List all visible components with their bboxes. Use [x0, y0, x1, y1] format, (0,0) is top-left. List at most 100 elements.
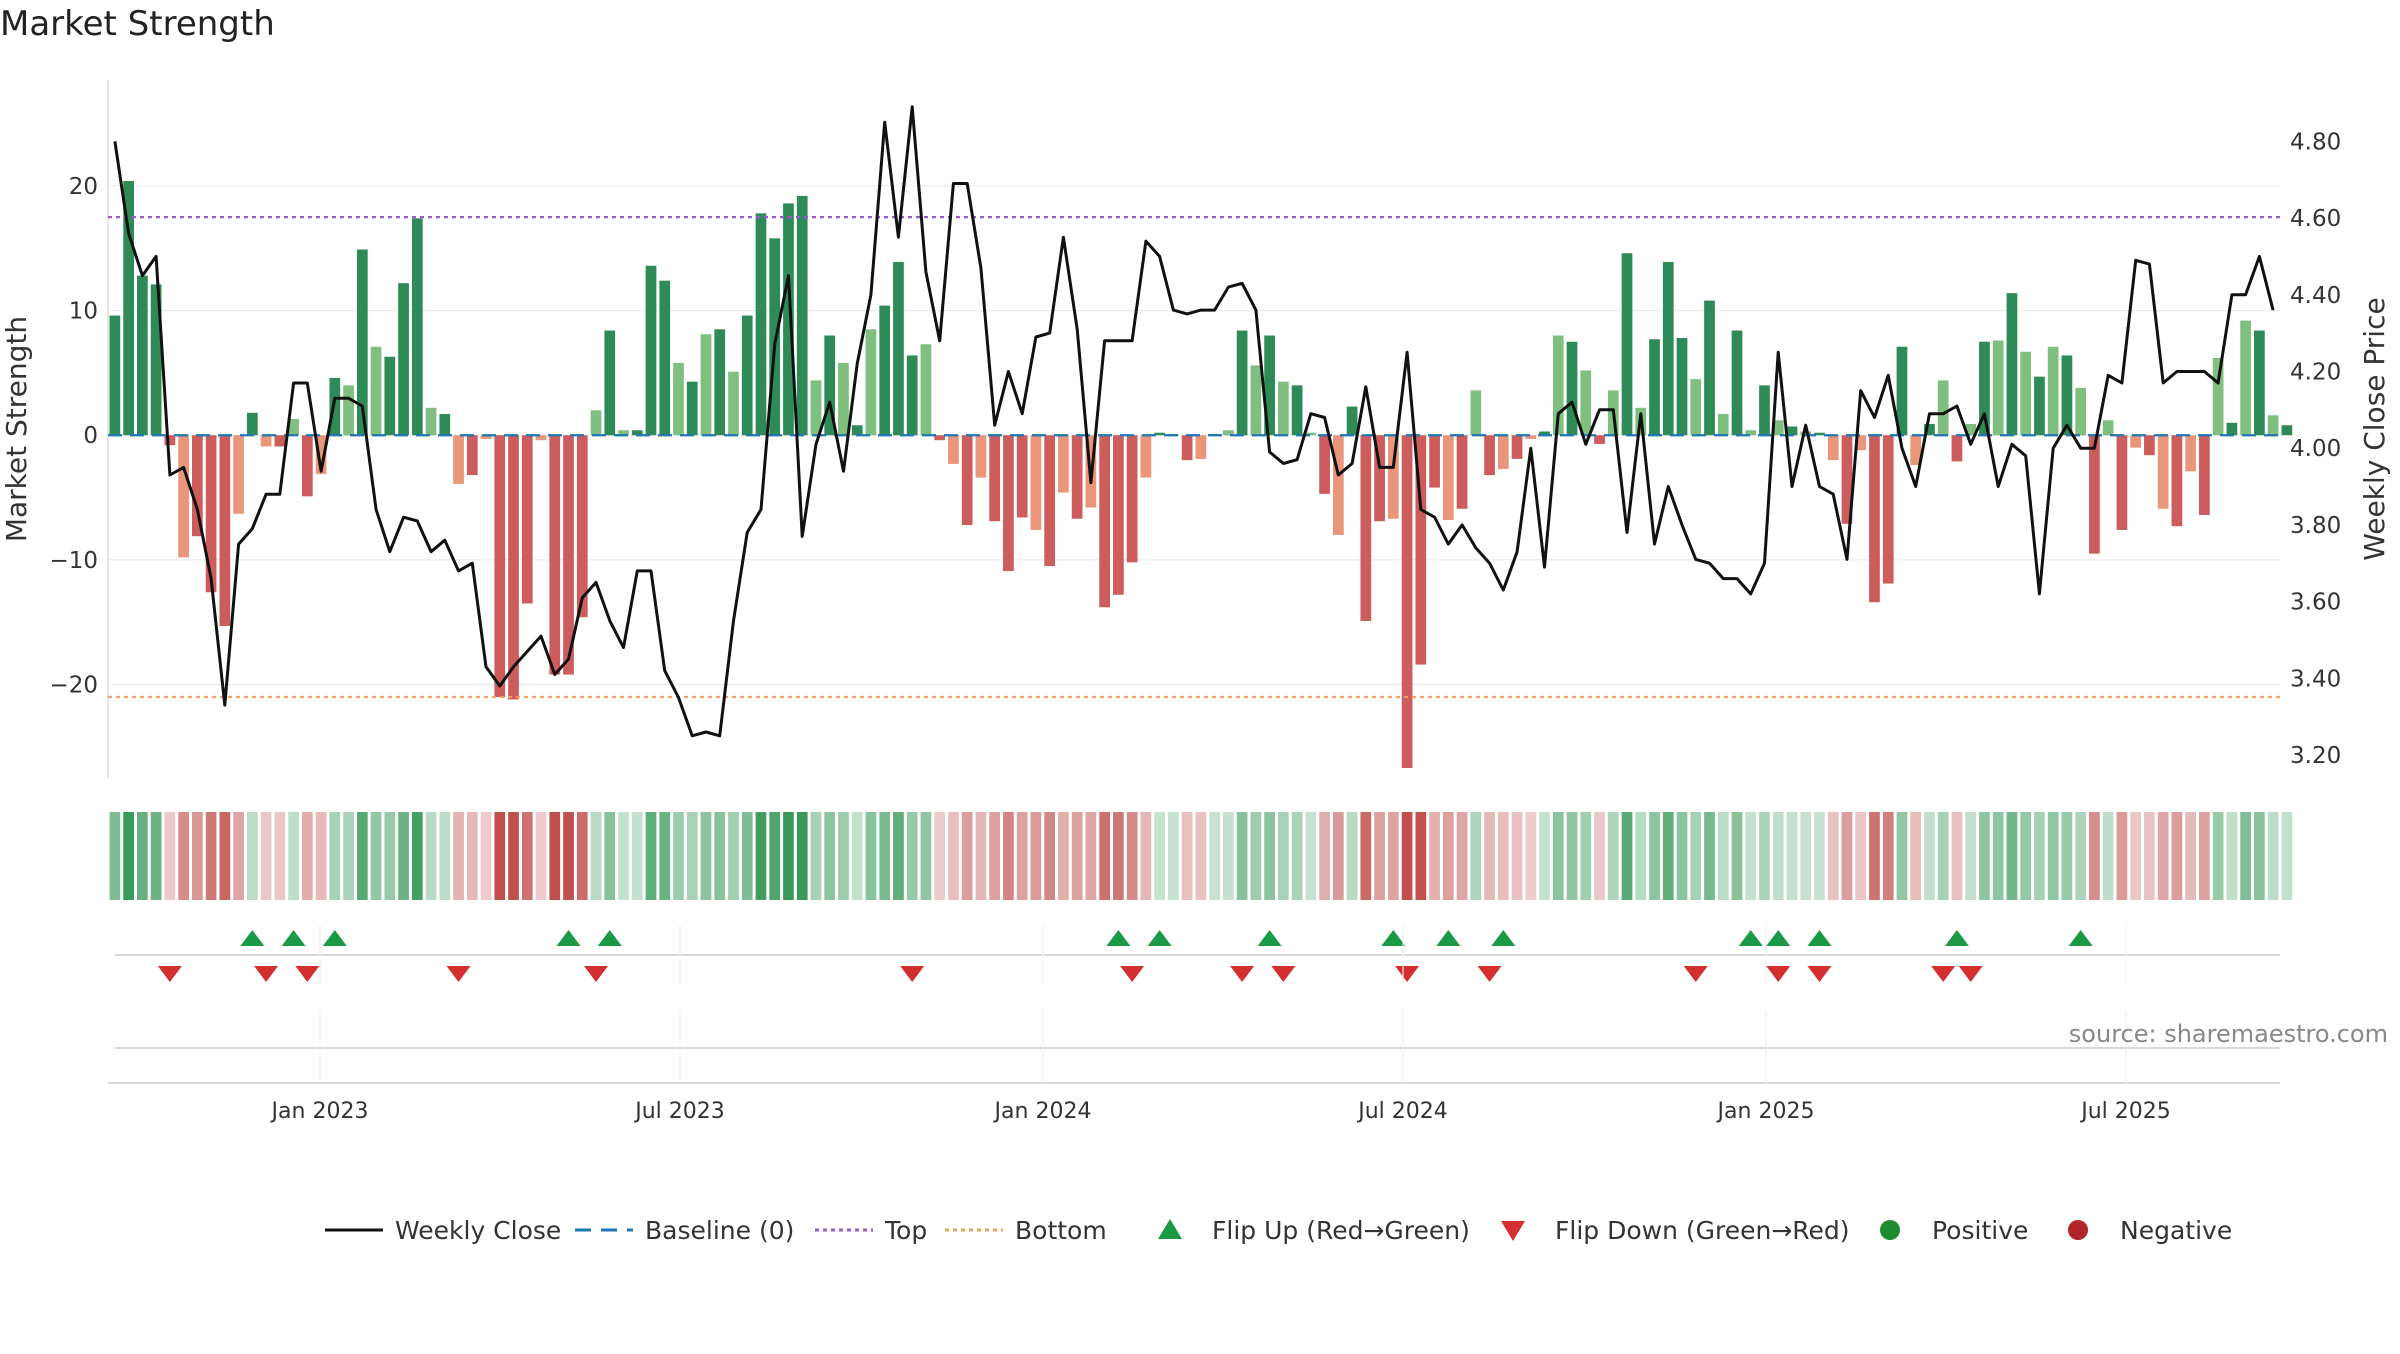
strength-bar [838, 362, 849, 436]
flip-up-marker [322, 930, 347, 946]
strength-bar [494, 435, 506, 697]
heat-cell [1855, 812, 1867, 900]
heat-cell [1965, 812, 1977, 900]
strength-bar [370, 346, 382, 436]
heat-cell [1992, 812, 2004, 900]
strength-bar [1814, 432, 1825, 436]
heat-cell [219, 812, 231, 900]
strength-bar [1594, 435, 1605, 444]
flip-up-marker [1106, 930, 1131, 946]
strength-bar [1745, 430, 1757, 436]
heat-cell [1154, 812, 1165, 900]
flip-down-marker [446, 966, 471, 982]
strength-bar [2144, 435, 2155, 456]
strength-bar [631, 430, 643, 436]
heat-cell [150, 812, 162, 900]
strength-bar [411, 218, 423, 436]
flip-down-marker [1120, 966, 1145, 982]
strength-bar [975, 435, 987, 478]
flip-up-marker [597, 930, 622, 946]
strength-bar [1896, 346, 1908, 436]
flip-up-marker [240, 930, 265, 946]
strength-bar [1442, 435, 1454, 520]
strength-bar [1113, 435, 1124, 595]
legend-label: Positive [1932, 1216, 2028, 1245]
strength-bar [1676, 338, 1688, 436]
strength-bar [260, 435, 272, 447]
heat-cell [1690, 812, 1702, 900]
strength-bar [1924, 424, 1935, 436]
heat-cell [343, 812, 354, 900]
heat-cell [1539, 812, 1550, 900]
heat-cell [920, 812, 932, 900]
heat-cell [1085, 812, 1097, 900]
strength-bar [1346, 406, 1358, 436]
strength-bar [1360, 435, 1372, 621]
heat-cell [989, 812, 1001, 900]
flip-down-marker [584, 966, 609, 982]
strength-bar [2157, 435, 2169, 509]
heat-cell [1937, 812, 1949, 900]
strength-bar [549, 435, 561, 675]
heat-cell [2144, 812, 2155, 900]
strength-bar [1772, 420, 1784, 436]
heat-cell [521, 812, 533, 900]
heat-cell [948, 812, 959, 900]
flip-up-marker [1807, 930, 1832, 946]
heat-cell [755, 812, 767, 900]
heat-cell [1525, 812, 1537, 900]
strength-bar [1539, 431, 1550, 436]
strength-bar [810, 380, 822, 436]
strength-bar [1869, 435, 1880, 603]
flip-up-marker [1147, 930, 1172, 946]
strength-bar [590, 410, 602, 436]
strength-bar [865, 329, 877, 436]
heat-cell [1511, 812, 1523, 900]
strength-bar [109, 315, 121, 436]
strength-bar [1058, 435, 1069, 493]
strength-bar [1181, 435, 1193, 461]
heat-cell [1580, 812, 1592, 900]
heat-cell [398, 812, 409, 900]
heat-cell [1869, 812, 1880, 900]
heat-cell [1841, 812, 1853, 900]
flip-down-marker [1807, 966, 1832, 982]
heat-cell [590, 812, 602, 900]
strength-heat-strip [109, 812, 2293, 900]
heat-cell [879, 812, 891, 900]
strength-bar [796, 195, 808, 436]
heat-cell [425, 812, 437, 900]
heat-cell [2034, 812, 2045, 900]
flip-up-marker [556, 930, 581, 946]
strength-bar [1552, 335, 1564, 436]
heat-cell [1016, 812, 1028, 900]
heat-cell [2267, 812, 2279, 900]
heat-cell [893, 812, 904, 900]
legend-item: Positive [1880, 1216, 2028, 1245]
heat-cell [1209, 812, 1220, 900]
legend-label: Flip Up (Red→Green) [1212, 1216, 1470, 1245]
strength-bar [535, 435, 547, 441]
heat-cell [673, 812, 684, 900]
heat-cell [2240, 812, 2251, 900]
heat-cell [1786, 812, 1798, 900]
heat-cell [1071, 812, 1083, 900]
strength-bar [769, 238, 781, 436]
heat-cell [1250, 812, 1262, 900]
strength-bar [645, 265, 657, 436]
legend-label: Negative [2120, 1216, 2232, 1245]
strength-bar [2061, 355, 2073, 436]
heat-cell [1223, 812, 1234, 900]
strength-bar [961, 435, 973, 525]
strength-bar [219, 435, 231, 626]
strength-bar [1800, 431, 1812, 436]
strength-bar [1621, 253, 1633, 436]
heat-cell [783, 812, 794, 900]
heat-cell [2047, 812, 2059, 900]
heat-cell [1814, 812, 1825, 900]
flip-down-marker [1931, 966, 1956, 982]
flip-up-marker [1257, 930, 1282, 946]
strength-bar [343, 385, 354, 436]
heat-cell [618, 812, 629, 900]
flip-up-marker [1436, 930, 1461, 946]
